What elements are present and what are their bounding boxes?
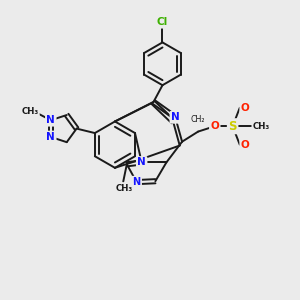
Text: N: N <box>137 158 146 167</box>
Text: CH₃: CH₃ <box>253 122 270 131</box>
Text: CH₃: CH₃ <box>115 184 133 193</box>
Text: N: N <box>46 115 55 125</box>
Text: N: N <box>171 112 180 122</box>
Text: O: O <box>210 121 219 131</box>
Text: Cl: Cl <box>157 17 168 27</box>
Text: CH₂: CH₂ <box>190 115 205 124</box>
Text: N: N <box>46 132 55 142</box>
Text: CH₃: CH₃ <box>21 107 39 116</box>
Text: S: S <box>228 120 237 133</box>
Text: O: O <box>241 140 250 150</box>
Text: N: N <box>133 177 141 187</box>
Text: O: O <box>241 103 250 113</box>
